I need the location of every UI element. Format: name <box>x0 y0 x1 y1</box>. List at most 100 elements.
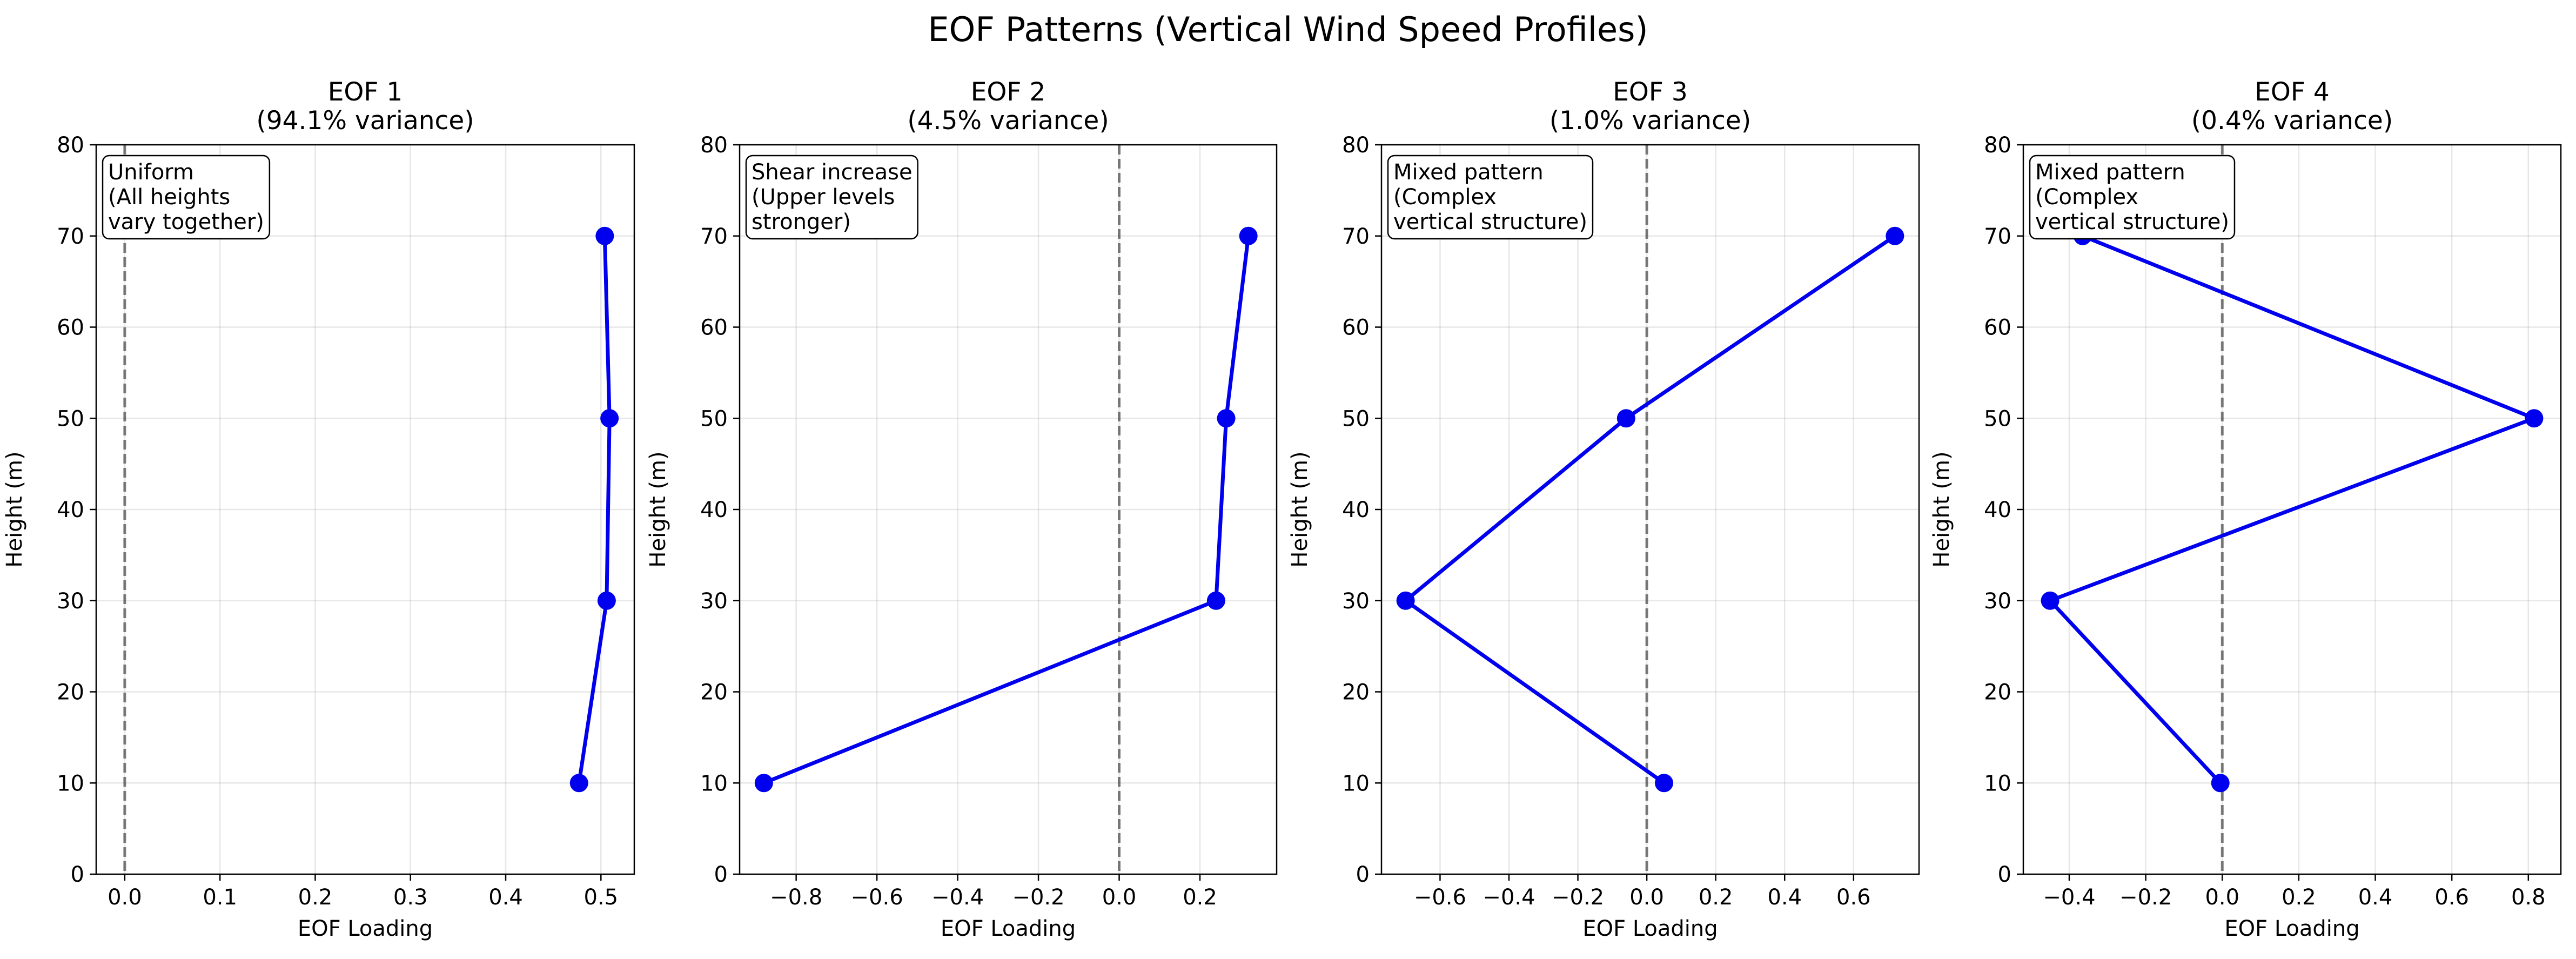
y-tick-label: 20 <box>57 680 84 705</box>
eof-panel-3: −0.6 −0.4 −0.2 0.0 0.2 0.4 0.6 0 10 20 30 40 50 60 70 8… <box>1287 77 1920 941</box>
y-tick-label: 70 <box>1984 224 2011 249</box>
y-tick-label: 10 <box>1342 771 1370 796</box>
y-tick-label: 50 <box>1342 406 1370 431</box>
panel-title: EOF 2 (4.5% variance) <box>907 77 1109 136</box>
x-tick-label: 0.0 <box>108 885 142 910</box>
y-tick-label: 50 <box>700 406 728 431</box>
x-tick-label: 0.2 <box>1183 885 1217 910</box>
y-tick-label: 10 <box>57 771 84 796</box>
y-tick-label: 20 <box>1342 680 1370 705</box>
eof-panel-4: −0.4 −0.2 0.0 0.2 0.4 0.6 0.8 0 10 20 30 40 50 60 70 80… <box>1929 77 2562 941</box>
panel-title: EOF 3 (1.0% variance) <box>1549 77 1751 136</box>
y-tick-label: 30 <box>1342 589 1370 614</box>
panel-title: EOF 1 (94.1% variance) <box>256 77 474 136</box>
y-axis-label: Height (m) <box>1287 451 1312 567</box>
x-tick-label: 0.0 <box>1102 885 1137 910</box>
y-tick-label: 0 <box>1356 862 1370 887</box>
grid <box>1381 144 1919 875</box>
x-tick-label: 0.4 <box>488 885 523 910</box>
eof-panel-1: 0.0 0.1 0.2 0.3 0.4 0.5 0 10 20 30 40 50 60 70 80 EOF L… <box>2 77 635 941</box>
x-axis-label: EOF Loading <box>941 916 1076 941</box>
data-point <box>2041 591 2060 610</box>
y-tick-label: 60 <box>1984 316 2011 340</box>
annotation-box: Mixed pattern (Complex vertical structure) <box>1387 155 1594 240</box>
annotation-box: Uniform (All heights vary together) <box>102 155 271 240</box>
data-point <box>2525 409 2544 428</box>
y-tick-label: 80 <box>57 133 84 158</box>
annotation-background <box>2029 155 2236 240</box>
y-tick-label: 10 <box>1984 771 2011 796</box>
annotation-background <box>745 155 918 240</box>
y-tick-label: 80 <box>1342 133 1370 158</box>
data-point <box>569 774 588 793</box>
y-tick-label: 80 <box>1984 133 2011 158</box>
data-point <box>1655 774 1674 793</box>
y-tick-label: 40 <box>57 498 84 522</box>
y-tick-label: 30 <box>57 589 84 614</box>
series-line <box>2048 234 2536 784</box>
x-tick-label: 0.2 <box>1699 885 1733 910</box>
x-tick-label: −0.2 <box>1012 885 1064 910</box>
grid <box>96 144 634 875</box>
y-axis-label: Height (m) <box>2 451 27 567</box>
y-tick-label: 60 <box>1342 316 1370 340</box>
x-tick-label: 0.2 <box>2282 885 2316 910</box>
y-tick-label: 70 <box>57 224 84 249</box>
data-point <box>600 409 619 428</box>
y-tick-label: 50 <box>57 406 84 431</box>
y-tick-label: 80 <box>700 133 728 158</box>
x-tick-label: −0.4 <box>1482 885 1535 910</box>
annotation-box: Shear increase (Upper levels stronger) <box>745 155 918 240</box>
annotation-background <box>1387 155 1594 240</box>
y-tick-label: 10 <box>700 771 728 796</box>
y-tick-label: 60 <box>57 316 84 340</box>
x-axis-label: EOF Loading <box>2224 916 2359 941</box>
y-tick-label: 0 <box>71 862 84 887</box>
x-tick-label: −0.6 <box>1414 885 1466 910</box>
panels-group: 0.0 0.1 0.2 0.3 0.4 0.5 0 10 20 30 40 50 60 70 80 EOF L… <box>2 77 2562 941</box>
data-point <box>2211 774 2230 793</box>
y-tick-label: 40 <box>1984 498 2011 522</box>
x-tick-label: 0.6 <box>1836 885 1871 910</box>
data-point <box>1217 409 1236 428</box>
annotation-background <box>102 155 271 240</box>
annotation-box: Mixed pattern (Complex vertical structure) <box>2029 155 2236 240</box>
y-tick-label: 50 <box>1984 406 2011 431</box>
x-tick-label: −0.4 <box>2043 885 2095 910</box>
annotation-text: Shear increase (Upper levels stronger) <box>752 160 913 234</box>
y-axis-label: Height (m) <box>646 451 670 567</box>
series-line <box>577 236 612 783</box>
series-line <box>763 236 1251 785</box>
x-tick-label: 0.0 <box>2205 885 2239 910</box>
y-tick-label: 70 <box>1342 224 1370 249</box>
panel-title: EOF 4 (0.4% variance) <box>2191 77 2393 136</box>
x-tick-label: 0.5 <box>583 885 618 910</box>
y-tick-label: 40 <box>1342 498 1370 522</box>
grid <box>740 144 1277 875</box>
x-tick-label: 0.6 <box>2434 885 2469 910</box>
data-point <box>754 774 773 793</box>
data-point <box>1239 226 1258 245</box>
y-tick-label: 70 <box>700 224 728 249</box>
annotation-text: Uniform (All heights vary together) <box>108 160 264 234</box>
x-tick-label: 0.1 <box>203 885 237 910</box>
x-tick-label: 0.4 <box>1767 885 1802 910</box>
x-axis-label: EOF Loading <box>1582 916 1718 941</box>
annotation-text: Mixed pattern (Complex vertical structure) <box>2035 160 2229 234</box>
y-tick-label: 20 <box>700 680 728 705</box>
x-tick-label: −0.2 <box>2119 885 2172 910</box>
y-tick-label: 0 <box>1998 862 2011 887</box>
eof-panel-2: −0.8 −0.6 −0.4 −0.2 0.0 0.2 0 10 20 30 40 50 60 70 80 E… <box>646 77 1278 941</box>
figure-title: EOF Patterns (Vertical Wind Speed Profil… <box>928 10 1648 49</box>
x-tick-label: 0.2 <box>298 885 333 910</box>
data-point <box>595 226 614 245</box>
y-tick-label: 30 <box>700 589 728 614</box>
y-tick-label: 0 <box>714 862 728 887</box>
data-point <box>1206 591 1225 610</box>
x-tick-label: −0.4 <box>931 885 984 910</box>
data-point <box>1396 591 1415 610</box>
annotation-text: Mixed pattern (Complex vertical structure) <box>1393 160 1587 234</box>
data-point <box>597 591 616 610</box>
data-point <box>1616 409 1635 428</box>
